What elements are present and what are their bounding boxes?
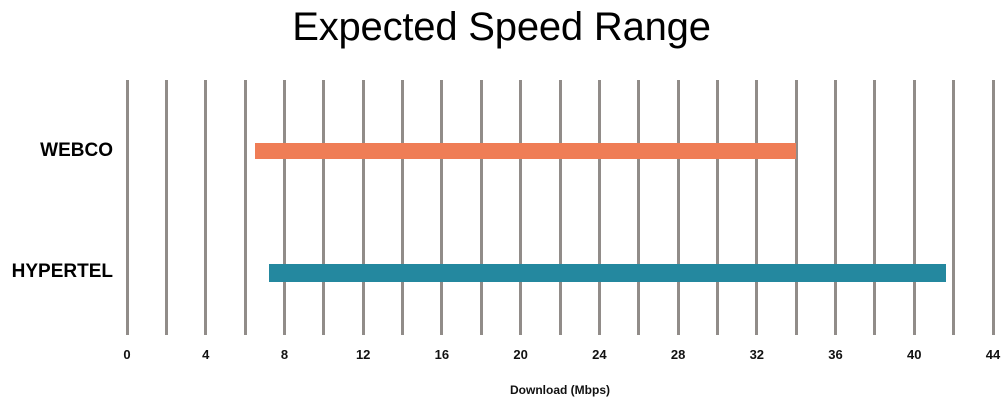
- gridline: [401, 80, 405, 335]
- gridline: [479, 80, 483, 335]
- x-tick-label: 16: [434, 347, 450, 362]
- category-label-webco: WEBCO: [40, 140, 113, 161]
- gridline: [794, 80, 798, 335]
- x-tick-label: 20: [513, 347, 528, 362]
- x-tick-label: 24: [592, 347, 607, 362]
- gridline: [125, 80, 129, 335]
- plot-area: [125, 80, 995, 335]
- gridline: [558, 80, 562, 335]
- x-tick-label: 40: [907, 347, 922, 362]
- gridline: [322, 80, 326, 335]
- gridline: [243, 80, 247, 335]
- x-tick-label: 32: [749, 347, 765, 362]
- gridline: [597, 80, 601, 335]
- gridline: [755, 80, 759, 335]
- bar-webco: [254, 143, 797, 159]
- x-axis-title: Download (Mbps): [510, 383, 610, 397]
- gridline: [637, 80, 641, 335]
- gridline: [282, 80, 286, 335]
- gridline: [440, 80, 444, 335]
- gridline: [361, 80, 365, 335]
- x-tick-label: 28: [670, 347, 686, 362]
- gridline: [873, 80, 877, 335]
- gridline: [991, 80, 995, 335]
- chart-title: Expected Speed Range: [292, 5, 711, 49]
- gridline: [952, 80, 956, 335]
- gridline: [204, 80, 208, 335]
- gridline: [834, 80, 838, 335]
- gridline: [164, 80, 168, 335]
- x-tick-label: 4: [202, 347, 210, 362]
- gridline: [912, 80, 916, 335]
- gridline: [676, 80, 680, 335]
- x-tick-label: 8: [280, 347, 289, 362]
- bar-hypertel: [268, 264, 946, 282]
- x-tick-label: 12: [355, 347, 371, 362]
- gridline: [715, 80, 719, 335]
- x-tick-label: 36: [828, 347, 843, 362]
- x-tick-label: 0: [123, 347, 131, 362]
- gridline: [519, 80, 523, 335]
- category-label-hypertel: HYPERTEL: [11, 261, 113, 282]
- x-tick-label: 44: [985, 347, 1001, 362]
